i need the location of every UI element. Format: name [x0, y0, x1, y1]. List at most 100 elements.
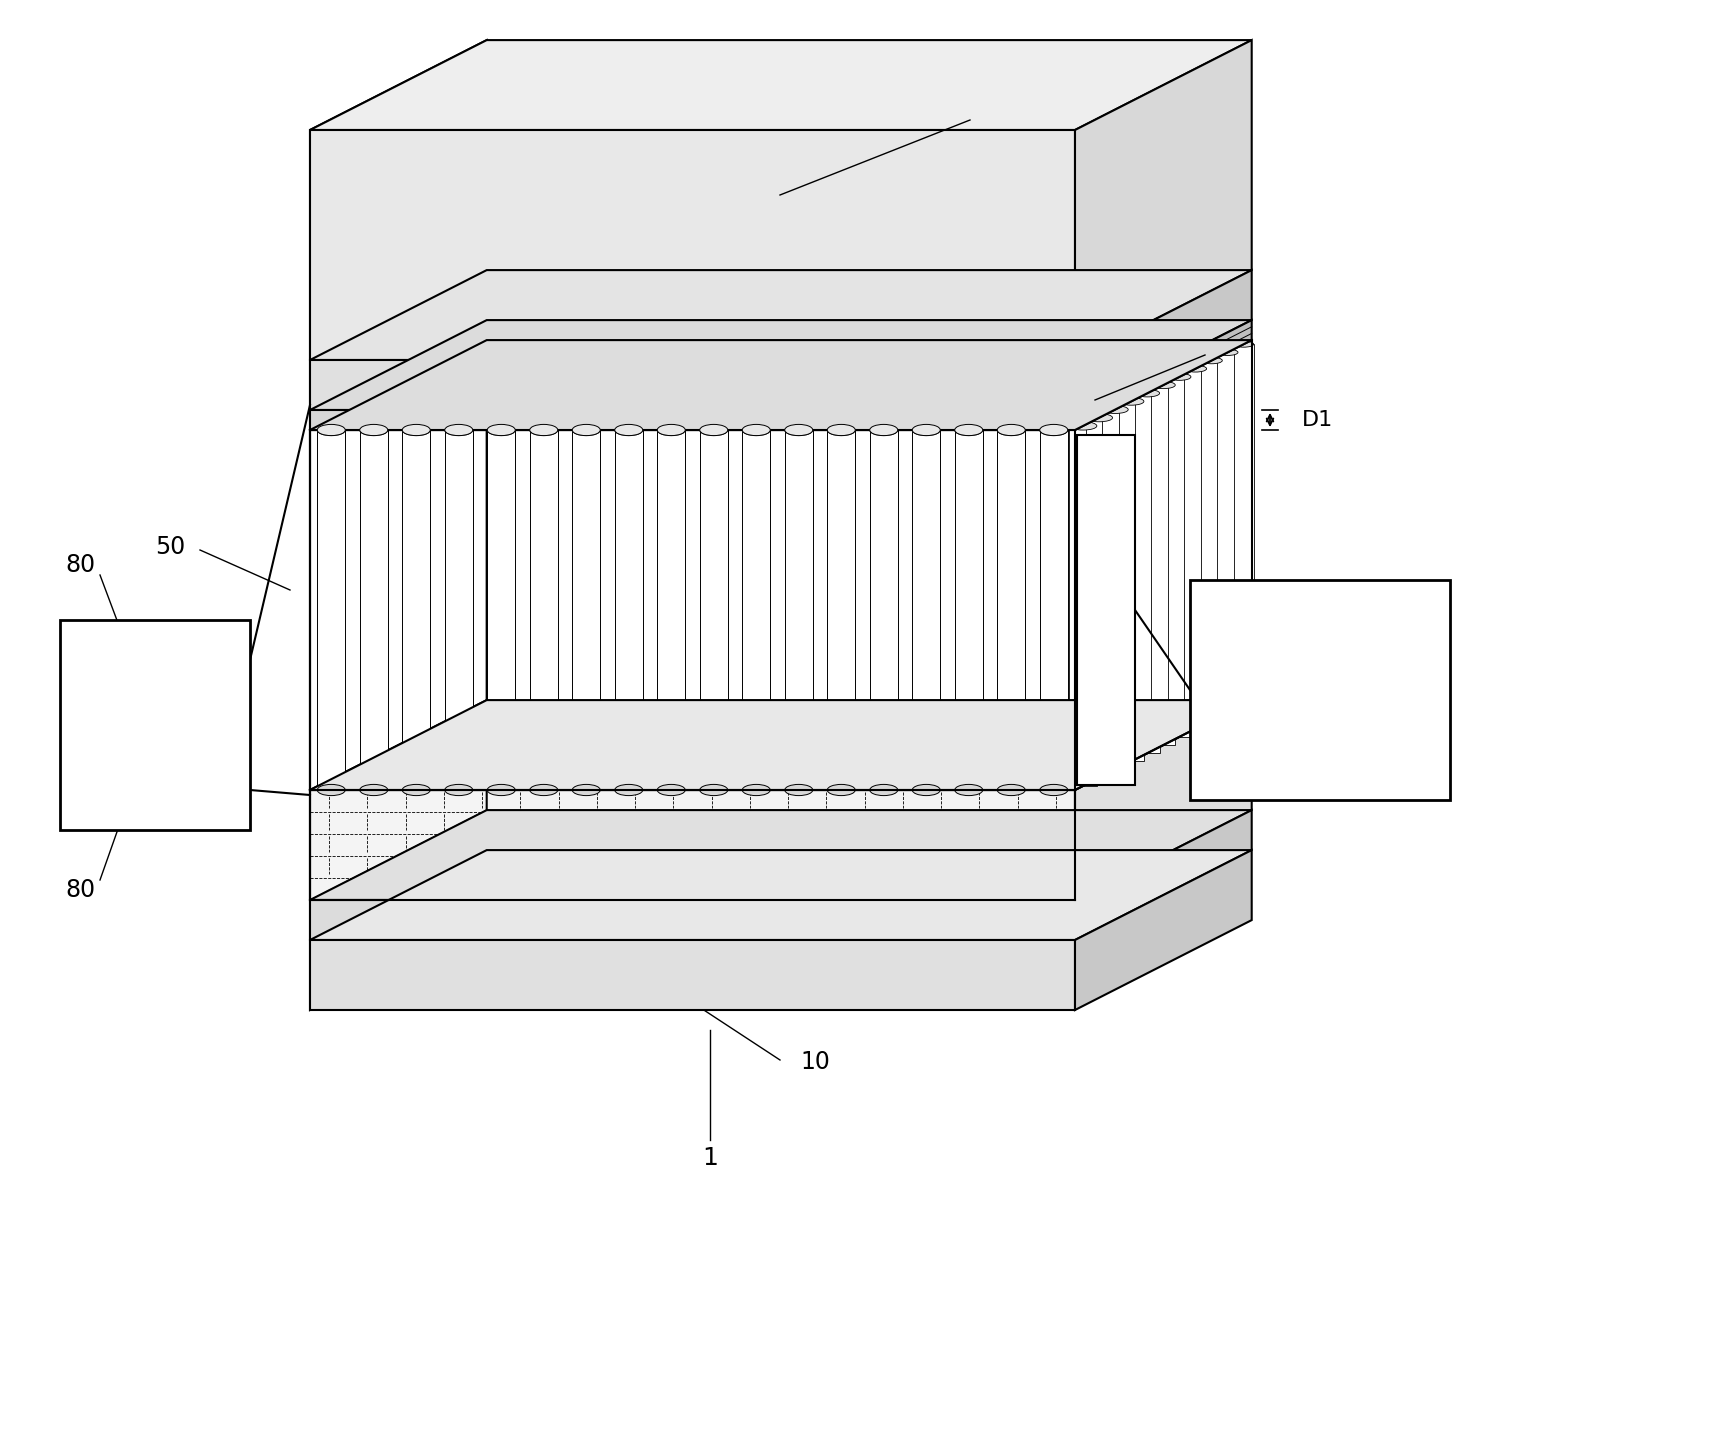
Ellipse shape [827, 784, 856, 796]
Ellipse shape [615, 425, 643, 436]
Ellipse shape [445, 784, 473, 796]
Polygon shape [1184, 368, 1207, 729]
Ellipse shape [1202, 358, 1222, 364]
Ellipse shape [529, 425, 557, 436]
Ellipse shape [318, 784, 346, 796]
Polygon shape [309, 410, 1074, 430]
Ellipse shape [1119, 397, 1143, 406]
Polygon shape [309, 810, 1251, 900]
Ellipse shape [1102, 406, 1128, 413]
Ellipse shape [913, 425, 940, 436]
Polygon shape [1119, 401, 1143, 761]
Ellipse shape [1069, 422, 1097, 430]
Ellipse shape [615, 784, 643, 796]
Ellipse shape [1086, 414, 1112, 422]
Ellipse shape [743, 425, 770, 436]
Polygon shape [1040, 430, 1067, 790]
Ellipse shape [318, 425, 346, 436]
Polygon shape [60, 620, 249, 830]
Ellipse shape [402, 425, 430, 436]
Ellipse shape [954, 784, 983, 796]
Polygon shape [1074, 851, 1251, 1010]
Ellipse shape [1135, 390, 1160, 397]
Polygon shape [913, 430, 940, 790]
Polygon shape [309, 430, 1074, 790]
Ellipse shape [870, 784, 897, 796]
Polygon shape [309, 790, 1074, 900]
Polygon shape [743, 430, 770, 790]
Text: 50: 50 [155, 535, 186, 559]
Ellipse shape [486, 784, 516, 796]
Polygon shape [529, 430, 557, 790]
Polygon shape [786, 430, 813, 790]
Ellipse shape [318, 425, 346, 436]
Ellipse shape [359, 425, 388, 436]
Ellipse shape [913, 425, 940, 436]
Polygon shape [954, 430, 983, 790]
Ellipse shape [997, 784, 1025, 796]
Polygon shape [318, 430, 346, 790]
Ellipse shape [359, 784, 388, 796]
Polygon shape [572, 430, 600, 790]
Ellipse shape [1234, 341, 1253, 348]
Polygon shape [997, 430, 1025, 790]
Text: FIG. 1: FIG. 1 [815, 45, 904, 74]
Ellipse shape [1167, 374, 1191, 380]
Text: 2: 2 [985, 99, 1000, 122]
Polygon shape [827, 430, 856, 790]
Polygon shape [1074, 41, 1251, 359]
Polygon shape [1167, 377, 1191, 738]
Polygon shape [359, 430, 388, 790]
Ellipse shape [1040, 784, 1067, 796]
Polygon shape [1086, 417, 1112, 778]
Ellipse shape [445, 425, 473, 436]
Ellipse shape [954, 425, 983, 436]
Ellipse shape [700, 425, 727, 436]
Polygon shape [1074, 810, 1251, 940]
Text: 20: 20 [1222, 341, 1253, 364]
Ellipse shape [657, 784, 686, 796]
Ellipse shape [786, 425, 813, 436]
Text: 30: 30 [880, 982, 909, 1007]
Ellipse shape [572, 425, 600, 436]
Ellipse shape [486, 425, 516, 436]
Polygon shape [445, 430, 473, 790]
Ellipse shape [997, 425, 1025, 436]
Ellipse shape [827, 425, 856, 436]
Ellipse shape [572, 784, 600, 796]
Polygon shape [309, 940, 1074, 1010]
Ellipse shape [1040, 425, 1067, 436]
Polygon shape [1102, 410, 1128, 769]
Polygon shape [657, 430, 686, 790]
Ellipse shape [402, 784, 430, 796]
Polygon shape [309, 320, 1251, 410]
Polygon shape [1074, 700, 1251, 900]
Polygon shape [309, 270, 1251, 359]
Text: 10: 10 [799, 1051, 830, 1074]
Polygon shape [1217, 352, 1238, 713]
Ellipse shape [786, 784, 813, 796]
Text: 50: 50 [1222, 525, 1253, 549]
Ellipse shape [700, 425, 727, 436]
Text: 80: 80 [65, 878, 95, 901]
Polygon shape [1234, 345, 1253, 704]
Polygon shape [309, 341, 1251, 430]
Ellipse shape [572, 425, 600, 436]
Polygon shape [309, 130, 1074, 359]
Text: 70: 70 [1140, 598, 1171, 622]
Ellipse shape [615, 425, 643, 436]
Ellipse shape [359, 425, 388, 436]
Text: First
Storage
Device: First Storage Device [1277, 656, 1363, 723]
Text: 1: 1 [701, 1146, 719, 1169]
Ellipse shape [870, 425, 897, 436]
Polygon shape [700, 430, 727, 790]
Ellipse shape [743, 425, 770, 436]
Polygon shape [870, 430, 897, 790]
Ellipse shape [657, 425, 686, 436]
Ellipse shape [402, 425, 430, 436]
Ellipse shape [486, 425, 516, 436]
Polygon shape [486, 430, 516, 790]
Ellipse shape [913, 784, 940, 796]
Polygon shape [1152, 385, 1176, 745]
Polygon shape [309, 359, 1074, 410]
